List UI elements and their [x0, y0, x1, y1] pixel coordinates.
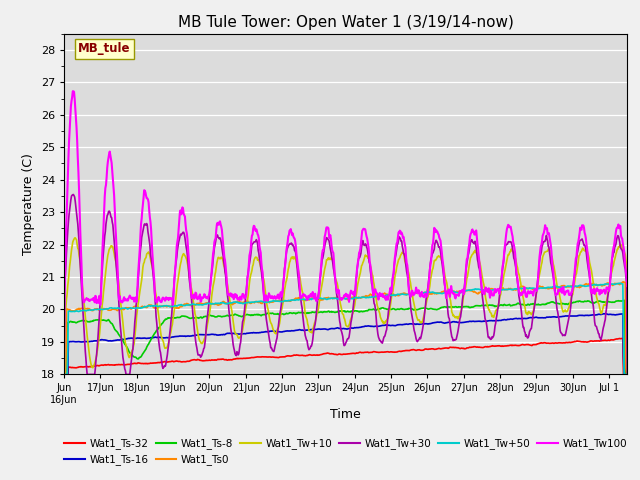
Wat1_Ts0	[122, 305, 129, 311]
Wat1_Tw100	[301, 292, 309, 298]
Wat1_Tw100	[547, 242, 555, 248]
Wat1_Tw100	[122, 297, 130, 302]
Wat1_Tw+50	[461, 288, 468, 294]
Wat1_Tw+10	[301, 311, 309, 316]
Wat1_Tw+10	[547, 250, 555, 256]
Text: MB_tule: MB_tule	[78, 42, 131, 55]
Line: Wat1_Ts-16: Wat1_Ts-16	[64, 313, 627, 374]
Wat1_Tw+50	[207, 300, 214, 306]
Line: Wat1_Ts-8: Wat1_Ts-8	[64, 300, 627, 374]
Wat1_Tw+50	[122, 305, 129, 311]
Line: Wat1_Tw+50: Wat1_Tw+50	[64, 283, 627, 374]
Wat1_Ts0	[461, 288, 468, 294]
Wat1_Ts-8	[122, 342, 129, 348]
Wat1_Ts-32	[122, 362, 129, 368]
Wat1_Tw+30	[301, 332, 309, 338]
Wat1_Tw+10	[60, 372, 68, 377]
Wat1_Ts-32	[461, 346, 468, 352]
Wat1_Ts-8	[60, 372, 68, 377]
Wat1_Tw+30	[207, 274, 215, 279]
Wat1_Ts-16	[602, 311, 609, 316]
Wat1_Ts-32	[60, 372, 68, 377]
Wat1_Ts-32	[547, 340, 554, 346]
Wat1_Tw+30	[461, 271, 469, 276]
Wat1_Tw+10	[461, 285, 469, 290]
Wat1_Tw100	[461, 272, 469, 277]
Wat1_Tw+50	[60, 372, 68, 377]
Wat1_Tw+50	[484, 287, 492, 293]
Wat1_Ts-16	[461, 319, 468, 325]
Title: MB Tule Tower: Open Water 1 (3/19/14-now): MB Tule Tower: Open Water 1 (3/19/14-now…	[178, 15, 513, 30]
Line: Wat1_Tw100: Wat1_Tw100	[64, 91, 627, 374]
Wat1_Ts-16	[301, 327, 308, 333]
Wat1_Ts0	[60, 372, 68, 377]
Wat1_Ts-8	[621, 298, 628, 303]
Wat1_Ts0	[623, 372, 631, 377]
Wat1_Tw+30	[623, 372, 631, 377]
Wat1_Ts-8	[461, 304, 468, 310]
Wat1_Tw+50	[615, 280, 623, 286]
Wat1_Ts0	[301, 297, 308, 302]
Wat1_Ts-16	[207, 332, 214, 337]
Line: Wat1_Ts-32: Wat1_Ts-32	[64, 338, 627, 374]
Wat1_Ts-16	[60, 372, 68, 377]
Wat1_Tw100	[207, 273, 215, 279]
Wat1_Ts-8	[207, 312, 214, 318]
Wat1_Tw+50	[301, 297, 308, 302]
Wat1_Tw100	[623, 283, 631, 289]
Wat1_Tw100	[70, 88, 77, 94]
Wat1_Ts-32	[207, 358, 214, 363]
Wat1_Tw+10	[485, 307, 493, 312]
Wat1_Tw+10	[72, 235, 79, 241]
Wat1_Ts-32	[301, 353, 308, 359]
Line: Wat1_Tw+10: Wat1_Tw+10	[64, 238, 627, 374]
Wat1_Tw+50	[547, 285, 554, 290]
Line: Wat1_Tw+30: Wat1_Tw+30	[64, 194, 627, 374]
Wat1_Ts-16	[484, 318, 492, 324]
Wat1_Ts0	[207, 300, 214, 306]
Wat1_Tw100	[60, 372, 68, 377]
Wat1_Ts-8	[547, 300, 554, 305]
Wat1_Tw+10	[122, 342, 130, 348]
Wat1_Ts-32	[618, 336, 626, 341]
Wat1_Ts-8	[623, 372, 631, 377]
Wat1_Ts-16	[623, 372, 631, 377]
Wat1_Tw+30	[122, 372, 130, 377]
Wat1_Ts-8	[301, 311, 308, 316]
Wat1_Ts-32	[484, 344, 492, 350]
Y-axis label: Temperature (C): Temperature (C)	[22, 153, 35, 255]
Wat1_Tw+30	[70, 192, 77, 197]
Wat1_Tw+30	[547, 260, 555, 265]
Wat1_Ts-16	[122, 336, 129, 342]
Wat1_Tw+50	[623, 372, 631, 377]
Wat1_Tw100	[485, 286, 493, 291]
Wat1_Ts0	[547, 285, 554, 291]
Wat1_Ts-8	[484, 303, 492, 309]
Wat1_Tw+30	[485, 335, 493, 341]
X-axis label: Time: Time	[330, 408, 361, 421]
Wat1_Ts0	[619, 279, 627, 285]
Wat1_Ts-16	[547, 314, 554, 320]
Legend: Wat1_Ts-32, Wat1_Ts-16, Wat1_Ts-8, Wat1_Ts0, Wat1_Tw+10, Wat1_Tw+30, Wat1_Tw+50,: Wat1_Ts-32, Wat1_Ts-16, Wat1_Ts-8, Wat1_…	[60, 434, 631, 469]
Wat1_Tw+10	[207, 298, 215, 304]
Wat1_Tw+10	[623, 372, 631, 377]
Wat1_Ts-32	[623, 372, 631, 377]
Wat1_Tw+30	[60, 372, 68, 377]
Wat1_Ts0	[484, 288, 492, 293]
Line: Wat1_Ts0: Wat1_Ts0	[64, 282, 627, 374]
